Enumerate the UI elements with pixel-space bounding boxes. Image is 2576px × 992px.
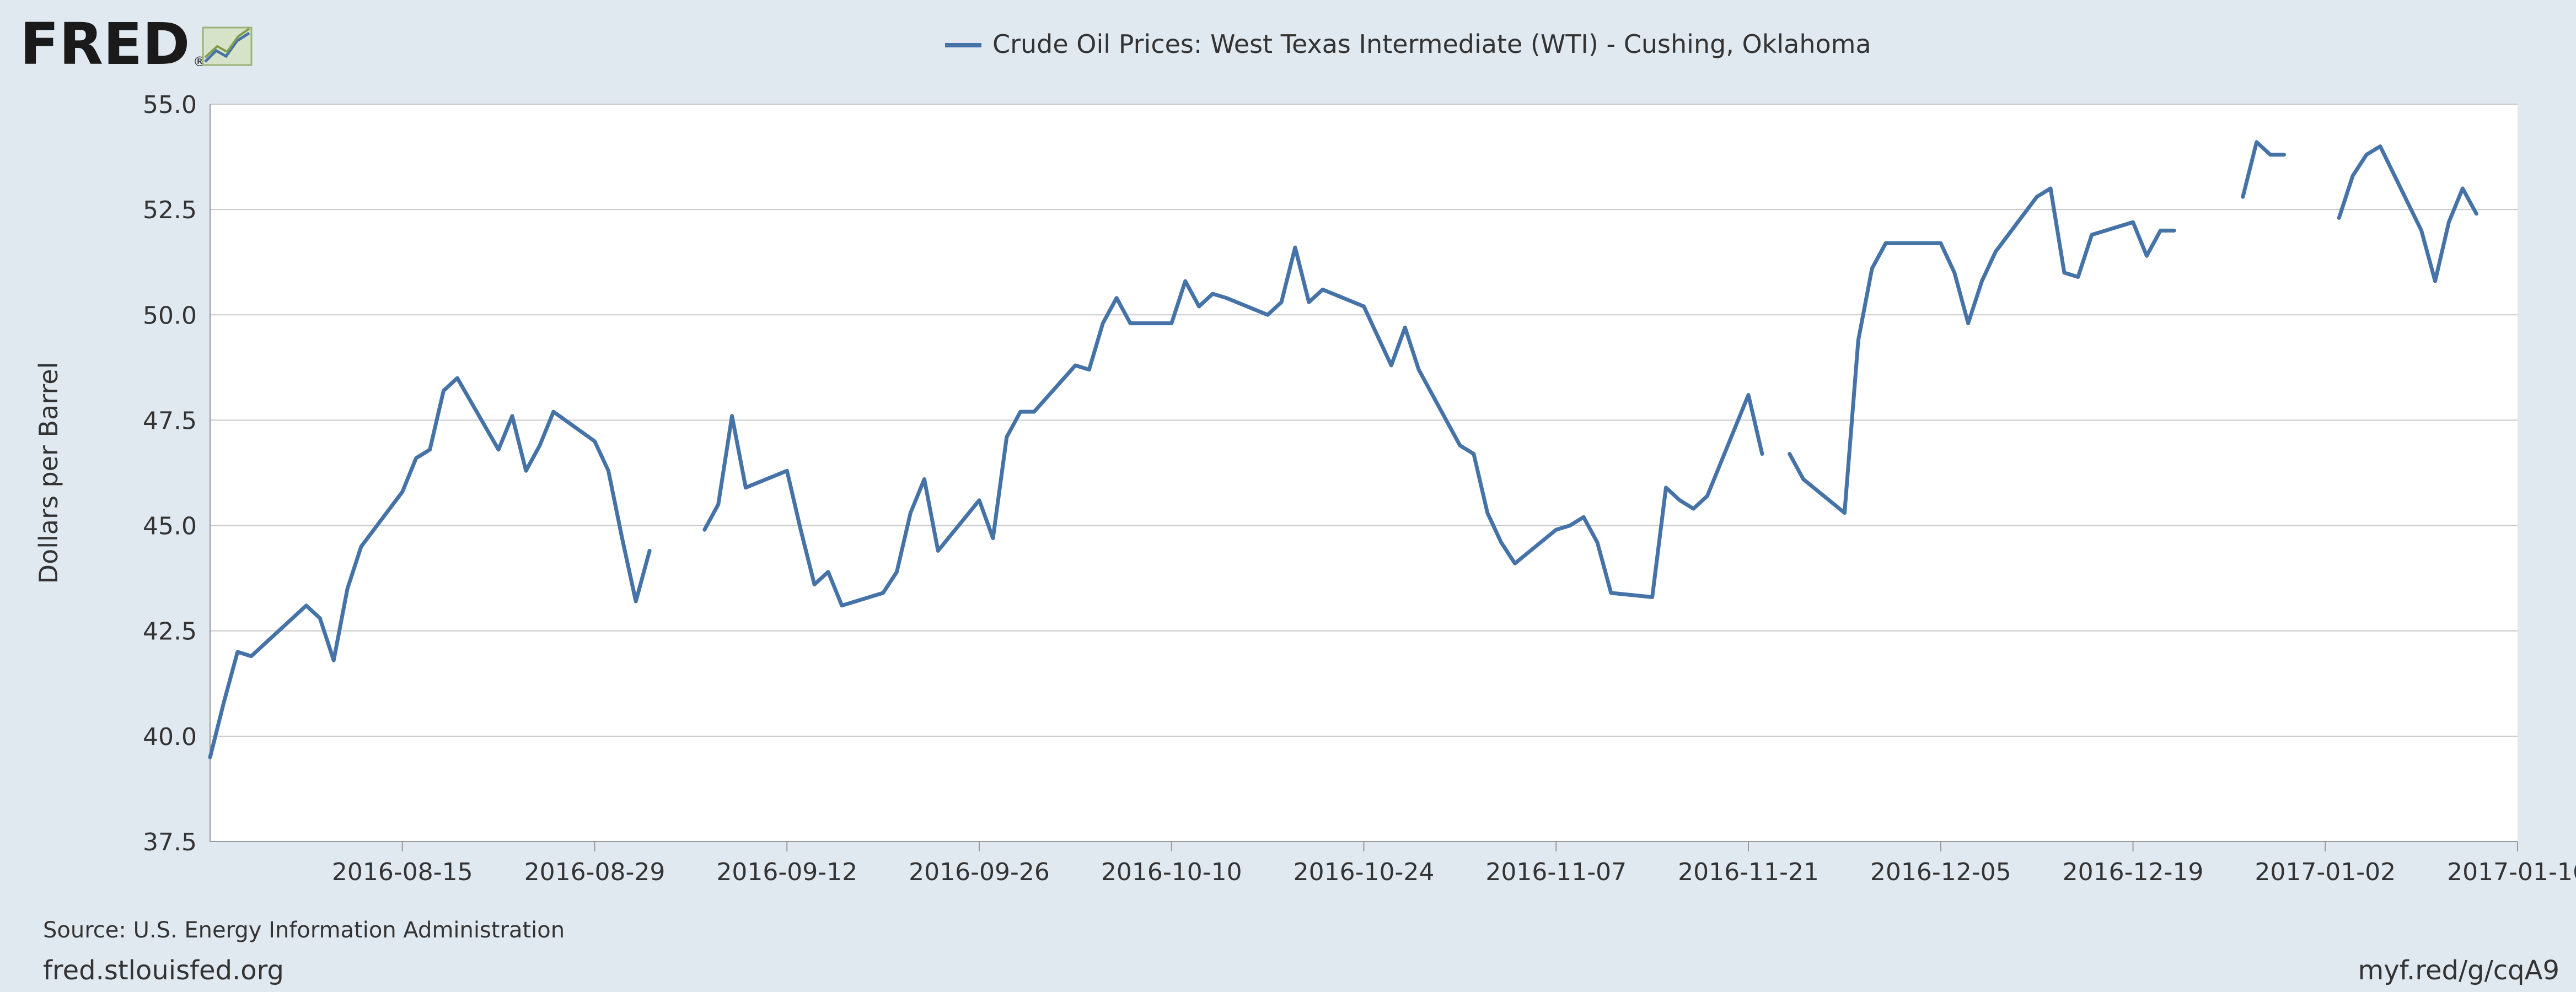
chart-legend: Crude Oil Prices: West Texas Intermediat… [945, 29, 1871, 59]
chart-title: Crude Oil Prices: West Texas Intermediat… [992, 29, 1871, 59]
x-tick-label: 2016-10-24 [1294, 858, 1435, 886]
y-axis-ticks: 37.5 40.0 42.5 45.0 47.5 50.0 52.5 55.0 [143, 91, 197, 856]
fred-logo-text: FRED [20, 10, 190, 78]
x-tick-label: 2016-11-07 [1485, 858, 1627, 886]
grid [210, 104, 2518, 737]
y-tick-label: 52.5 [143, 196, 197, 224]
plot-area [210, 104, 2518, 842]
x-axis-ticks: 2016-08-15 2016-08-29 2016-09-12 2016-09-26… [332, 842, 2576, 886]
fred-logo[interactable]: FRED ® [20, 10, 253, 78]
x-tick-label: 2016-09-26 [909, 858, 1050, 886]
y-axis-label: Dollars per Barrel [34, 362, 63, 584]
x-tick-label: 2017-01-02 [2255, 858, 2396, 886]
y-tick-label: 37.5 [143, 828, 197, 856]
x-tick-label: 2016-12-19 [2063, 858, 2204, 886]
y-tick-label: 45.0 [143, 513, 197, 541]
line-chart-icon [202, 26, 253, 66]
source-note: Source: U.S. Energy Information Administ… [43, 918, 565, 943]
y-tick-label: 42.5 [143, 618, 197, 646]
x-tick-label: 2016-11-21 [1678, 858, 1819, 886]
short-link[interactable]: myf.red/g/cqA9 [2358, 955, 2559, 986]
series-line-segment [208, 376, 652, 759]
site-link[interactable]: fred.stlouisfed.org [43, 955, 285, 986]
series-line-segment [1788, 186, 2176, 515]
y-tick-label: 47.5 [143, 407, 197, 435]
x-tick-label: 2017-01-16 [2447, 858, 2576, 886]
x-tick-label: 2016-08-15 [332, 858, 473, 886]
series-line-segment [702, 245, 1764, 608]
x-tick-label: 2016-08-29 [524, 858, 666, 886]
series-line-segment [2241, 140, 2286, 199]
y-tick-label: 50.0 [143, 301, 197, 330]
y-tick-label: 40.0 [143, 723, 197, 751]
x-tick-label: 2016-10-10 [1101, 858, 1242, 886]
series-lines [208, 140, 2478, 759]
y-tick-label: 55.0 [143, 91, 197, 119]
x-tick-label: 2016-09-12 [716, 858, 857, 886]
series-line-segment [2337, 144, 2478, 283]
x-tick-label: 2016-12-05 [1870, 858, 2011, 886]
